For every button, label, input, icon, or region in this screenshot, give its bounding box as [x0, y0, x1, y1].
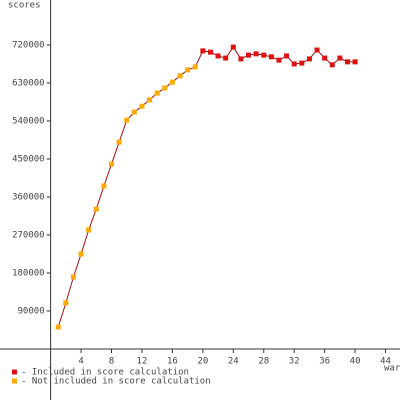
point: [352, 59, 358, 65]
x-tick-label: 16: [167, 356, 178, 366]
point: [55, 324, 61, 330]
point: [329, 62, 335, 68]
legend-swatch: [12, 378, 17, 384]
point: [215, 53, 221, 59]
point: [344, 59, 350, 65]
x-axis-label: war: [384, 364, 400, 374]
point: [261, 52, 267, 58]
point: [276, 57, 282, 63]
x-tick-label: 24: [228, 356, 239, 366]
point: [101, 183, 107, 189]
point: [124, 117, 130, 123]
series-connector: [194, 50, 204, 68]
point: [200, 48, 206, 54]
point: [291, 61, 297, 67]
series-line: [57, 66, 196, 328]
point: [284, 53, 290, 59]
x-tick-label: 32: [289, 356, 300, 366]
y-tick-label: 90000: [18, 306, 45, 316]
point: [192, 64, 198, 70]
point: [223, 55, 229, 61]
point: [306, 56, 312, 62]
x-tick-label: 44: [380, 356, 391, 366]
legend-swatch: [12, 369, 17, 375]
point: [63, 300, 69, 306]
legend-label: - Included in score calculation: [21, 368, 189, 378]
point: [268, 54, 274, 60]
y-tick-label: 450000: [12, 154, 45, 164]
point: [93, 206, 99, 212]
point: [185, 67, 191, 73]
point: [314, 47, 320, 53]
y-tick-label: 720000: [12, 40, 45, 50]
point: [131, 109, 137, 115]
point: [230, 44, 236, 50]
point: [253, 51, 259, 57]
x-tick-label: 36: [319, 356, 330, 366]
point: [154, 90, 160, 96]
point: [177, 73, 183, 79]
x-tick-label: 28: [258, 356, 269, 366]
point: [109, 161, 115, 167]
x-tick-label: 8: [109, 356, 114, 366]
y-axis-label: scores: [8, 1, 41, 11]
point: [70, 274, 76, 280]
point: [246, 52, 252, 58]
y-tick-label: 630000: [12, 78, 45, 88]
point: [337, 55, 343, 61]
y-tick-label: 540000: [12, 116, 45, 126]
point: [169, 79, 175, 85]
point: [299, 60, 305, 66]
point: [207, 49, 213, 55]
point: [238, 56, 244, 62]
point: [162, 85, 168, 91]
point: [322, 55, 328, 61]
y-tick-label: 270000: [12, 230, 45, 240]
point: [78, 251, 84, 257]
point: [86, 227, 92, 233]
x-tick-label: 4: [78, 356, 83, 366]
x-tick-label: 20: [197, 356, 208, 366]
legend-label: - Not included in score calculation: [21, 377, 211, 387]
x-tick-label: 40: [350, 356, 361, 366]
x-tick-label: 12: [137, 356, 148, 366]
point: [139, 103, 145, 109]
point: [147, 97, 153, 103]
y-tick-label: 180000: [12, 268, 45, 278]
y-tick-label: 360000: [12, 192, 45, 202]
point: [116, 139, 122, 145]
